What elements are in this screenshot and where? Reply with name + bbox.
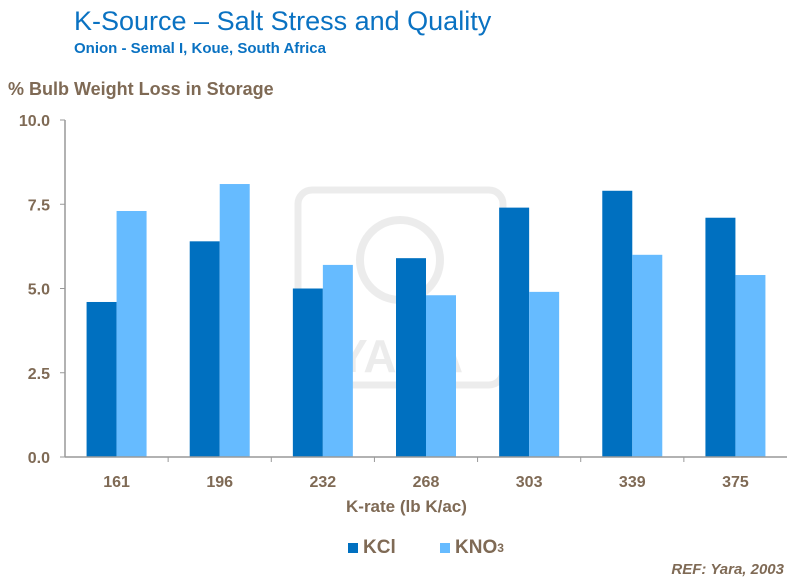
legend-swatch-kcl <box>348 543 358 553</box>
bar-kcl-303 <box>499 207 530 457</box>
y-axis-label: % Bulb Weight Loss in Storage <box>8 79 274 99</box>
bar-kcl-232 <box>292 288 323 457</box>
legend-label-kno3-subscript: 3 <box>497 541 504 555</box>
y-tick-label: 0.0 <box>28 450 50 467</box>
legend-label-kcl: KCl <box>363 537 396 558</box>
legend-item-kcl: KCl <box>348 537 396 559</box>
x-tick-label: 268 <box>413 474 440 491</box>
bar-kno3-339 <box>632 254 663 457</box>
x-tick-label: 375 <box>722 474 749 491</box>
reference-note: REF: Yara, 2003 <box>671 561 784 578</box>
y-tick-label: 2.5 <box>28 366 50 383</box>
bar-kcl-161 <box>86 301 117 457</box>
bar-kcl-375 <box>705 217 736 457</box>
y-tick-label: 10.0 <box>19 113 50 130</box>
bar-kno3-196 <box>219 184 250 457</box>
x-tick-label: 232 <box>310 474 337 491</box>
x-tick-label: 339 <box>619 474 646 491</box>
y-tick-label: 7.5 <box>28 197 50 214</box>
legend-swatch-kno3 <box>440 543 450 553</box>
x-tick-label: 196 <box>206 474 233 491</box>
y-tick-label: 5.0 <box>28 282 50 299</box>
legend-label-kno3: KNO <box>455 537 498 558</box>
bar-kcl-268 <box>396 258 426 457</box>
chart-title: K-Source – Salt Stress and Quality <box>74 6 492 36</box>
bar-kno3-161 <box>116 210 147 457</box>
x-tick-label: 161 <box>103 474 130 491</box>
bar-kno3-268 <box>426 295 456 457</box>
chart-subtitle: Onion - Semal I, Koue, South Africa <box>74 40 326 57</box>
bar-kcl-196 <box>189 241 220 457</box>
legend-item-kno3: KNO 3 <box>440 537 504 559</box>
x-axis-label: K-rate (lb K/ac) <box>346 497 467 516</box>
bar-kcl-339 <box>602 190 633 457</box>
bar-kno3-375 <box>735 275 766 457</box>
bar-kno3-232 <box>322 264 353 457</box>
x-tick-label: 303 <box>516 474 543 491</box>
bar-kno3-303 <box>529 291 560 457</box>
